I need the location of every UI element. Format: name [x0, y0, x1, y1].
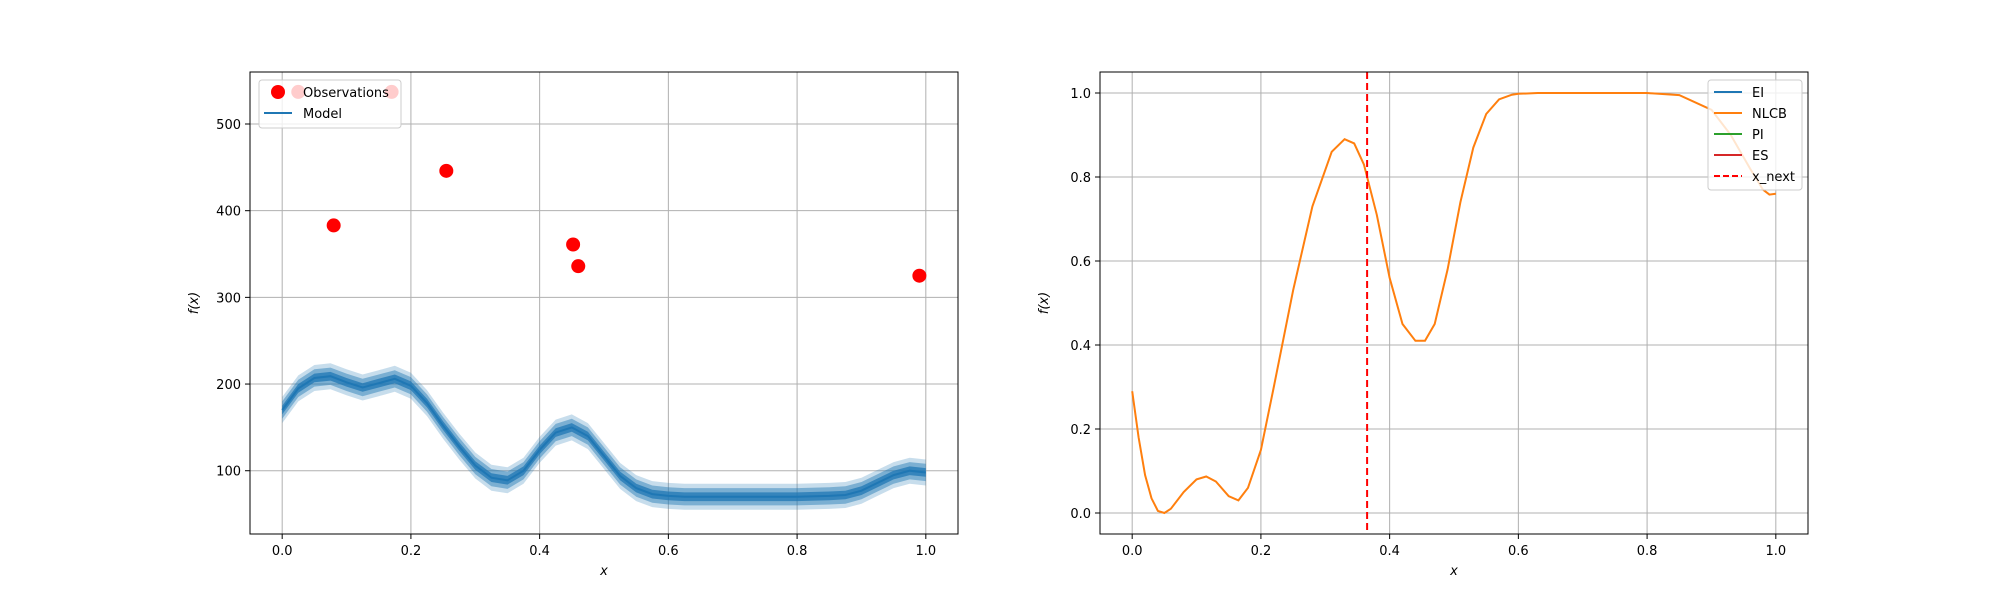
y-tick-label: 500	[216, 118, 241, 133]
legend: EI NLCB PI ES x_next	[1707, 79, 1803, 191]
legend-label-observations: Observations	[303, 86, 389, 101]
chart-panel-1: 0.0 0.2 0.4 0.6 0.8 1.0 100 200 300 400 500 x f(x) Ob…	[187, 71, 959, 579]
observation-point	[571, 259, 586, 274]
plot-area	[1131, 72, 1776, 534]
x-tick-label: 0.6	[658, 544, 679, 559]
y-axis-label: f(x)	[187, 292, 202, 314]
x-tick-label: 0.4	[529, 544, 550, 559]
y-tick-label: 0.6	[1070, 255, 1091, 270]
chart-panel-2: 0.0 0.2 0.4 0.6 0.8 1.0 0.0 0.2 0.4 0.6 0.8 1.0 x f(x…	[1037, 71, 1809, 579]
legend-frame	[1707, 79, 1803, 191]
x-axis-label: x	[1449, 564, 1458, 579]
observation-point	[912, 268, 927, 283]
x-tick-label: 0.4	[1379, 544, 1400, 559]
x-tick-label: 1.0	[1765, 544, 1786, 559]
legend-label-model: Model	[303, 107, 342, 122]
x-tick-label: 0.6	[1508, 544, 1529, 559]
x-tick-label: 0.0	[1122, 544, 1143, 559]
axes-frame	[1099, 71, 1809, 535]
model-confidence-band	[282, 371, 926, 502]
axes-frame	[249, 71, 959, 535]
y-tick-label: 0.0	[1070, 507, 1091, 522]
observation-point	[439, 163, 454, 178]
y-tick-label: 100	[216, 465, 241, 480]
series-line-nlcb	[1131, 92, 1776, 515]
observation-point	[566, 237, 581, 252]
legend-label-es: ES	[1752, 149, 1768, 164]
legend-label-pi: PI	[1752, 128, 1764, 143]
plot-area	[281, 84, 927, 510]
legend-label-ei: EI	[1752, 86, 1764, 101]
legend: Observations Model	[258, 79, 402, 129]
x-tick-label: 1.0	[915, 544, 936, 559]
legend-marker-observations	[271, 85, 285, 99]
y-tick-label: 200	[216, 378, 241, 393]
legend-frame	[258, 79, 402, 129]
y-tick-label: 400	[216, 205, 241, 220]
observation-point	[326, 218, 341, 233]
x-axis-label: x	[599, 564, 608, 579]
x-tick-label: 0.0	[272, 544, 293, 559]
y-tick-label: 0.2	[1070, 423, 1091, 438]
model-confidence-band	[282, 363, 926, 510]
y-tick-label: 0.8	[1070, 171, 1091, 186]
x-tick-label: 0.2	[401, 544, 422, 559]
y-tick-label: 300	[216, 291, 241, 306]
y-axis-label: f(x)	[1037, 292, 1052, 314]
legend-label-x-next: x_next	[1752, 170, 1795, 185]
y-tick-label: 1.0	[1070, 87, 1091, 102]
legend-label-nlcb: NLCB	[1752, 107, 1787, 122]
x-tick-label: 0.8	[1637, 544, 1658, 559]
model-mean-line	[281, 375, 926, 498]
y-tick-label: 0.4	[1070, 339, 1091, 354]
x-tick-label: 0.2	[1251, 544, 1272, 559]
x-tick-label: 0.8	[787, 544, 808, 559]
